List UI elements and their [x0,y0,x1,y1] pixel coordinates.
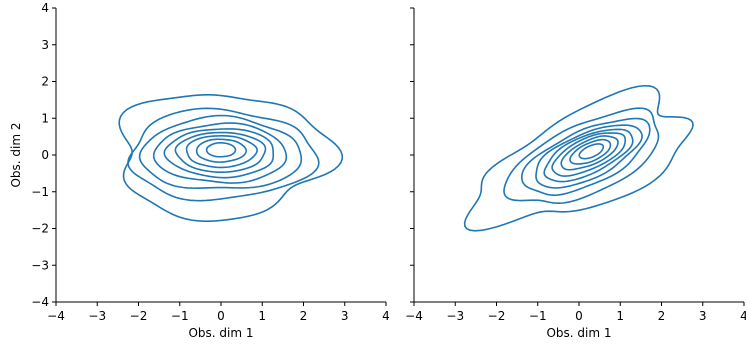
y-tick-label: 4 [41,1,49,15]
y-tick-label: 2 [41,75,49,89]
x-tick-label: −2 [488,309,506,323]
kde-contour-level-8 [195,138,247,163]
kde-contour-level-6 [174,131,267,174]
y-tick-label: 1 [41,111,49,125]
y-tick-label: −4 [31,295,49,309]
x-tick-label: 0 [575,309,583,323]
x-tick-label: 4 [382,309,390,323]
kde-contour-level-3 [138,114,303,189]
x-tick-label: 1 [616,309,624,323]
x-tick-label: −4 [47,309,65,323]
kde-contour-level-7 [185,135,258,169]
kde-contour-level-1 [118,94,344,223]
x-tick-label: 0 [217,309,225,323]
kde-contour-level-3 [521,117,651,196]
y-axis-label: Obs. dim 2 [9,122,23,187]
left-kde-panel: −4 −3 −2 −1 0 1 2 3 4 −4 −3 −2 −1 0 1 2 3 4 Obs. dim 1 Obs.… [9,1,390,340]
kde-contour-level-9 [205,141,237,158]
right-kde-panel: −4 −3 −2 −1 0 1 2 3 4 Obs. dim 1 [405,7,746,340]
y-tick-label: 0 [41,148,49,162]
x-tick-label: −2 [130,309,148,323]
kde-contour-level-5 [163,128,275,179]
kde-contour-level-1 [463,84,694,232]
x-axis-label: Obs. dim 1 [188,326,253,340]
kde-contour-level-2 [503,107,660,204]
x-tick-label: 2 [300,309,308,323]
x-tick-label: −3 [446,309,464,323]
kde-contour-level-4 [152,122,288,184]
x-tick-label: −1 [529,309,547,323]
kde-contour-level-4 [535,124,643,189]
x-tick-label: 4 [740,309,746,323]
y-tick-label: −1 [31,185,49,199]
kde-contour-level-9 [578,143,605,160]
x-tick-label: 2 [658,309,666,323]
x-tick-label: −3 [88,309,106,323]
kde-contour-level-7 [560,135,619,171]
x-tick-label: −1 [171,309,189,323]
kde-contour-level-6 [551,132,627,177]
x-tick-label: 3 [699,309,707,323]
x-tick-label: 3 [341,309,349,323]
x-tick-label: 1 [258,309,266,323]
y-tick-label: −3 [31,258,49,272]
kde-contour-level-8 [569,138,612,165]
x-tick-label: −4 [405,309,423,323]
y-tick-label: 3 [41,38,49,52]
x-axis-label: Obs. dim 1 [546,326,611,340]
y-tick-label: −2 [31,222,49,236]
kde-contour-level-5 [543,128,634,183]
kde-contour-level-2 [127,107,320,202]
